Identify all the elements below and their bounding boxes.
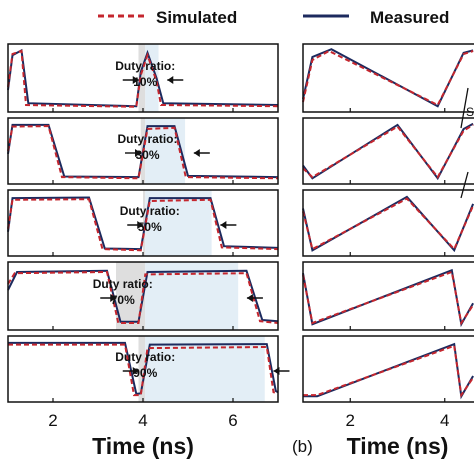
simulated-series-line [302, 197, 474, 251]
annotation-text: Duty ratio: [120, 204, 180, 218]
subplot-5: Duty ratio: 90% [7, 335, 290, 403]
simulated-series-line [7, 198, 279, 252]
subplot-5 [302, 335, 474, 403]
shaded-low-region [138, 44, 146, 112]
legend: Simulated Measured [98, 8, 449, 27]
annotation-text: 30% [135, 148, 159, 162]
simulated-series-line [8, 343, 279, 397]
panel-b: 2 4 Time (ns) S [302, 43, 474, 459]
annotation-text: 50% [138, 220, 162, 234]
simulated-series-line [7, 125, 279, 180]
shaded-low-region [138, 336, 146, 402]
annotation-text: Duty ratio: [93, 277, 153, 291]
simulated-series-line [302, 49, 474, 107]
subplot-3: Duty ratio: 50% [7, 189, 279, 257]
subplot-3 [302, 189, 474, 257]
x-tick-label: 4 [138, 411, 147, 430]
subplot-2 [302, 117, 474, 185]
simulated-series-line [303, 344, 474, 398]
arrow-right-head [220, 221, 227, 229]
subplot-frame [302, 189, 474, 257]
panel-b-side-text: S [466, 105, 474, 119]
shaded-low-region [116, 262, 146, 330]
measured-series-line [7, 196, 279, 251]
x-tick-label: 4 [440, 411, 449, 430]
annotation-text: Duty ratio: [115, 350, 175, 364]
subplot-1: Duty ratio: 10% [7, 43, 279, 113]
x-axis-title: Time (ns) [92, 433, 194, 459]
simulated-series-line [7, 49, 279, 108]
x-tick-label: 6 [228, 411, 237, 430]
subplot-1 [302, 43, 474, 113]
simulated-series-line [302, 124, 474, 179]
x-axis-title: Time (ns) [347, 433, 449, 459]
arrow-left-head [137, 221, 144, 229]
panel-b-arrow-2 [460, 171, 469, 199]
panel-b-label: (b) [292, 437, 313, 456]
x-tick-label: 2 [346, 411, 355, 430]
panel-b-arrow [460, 87, 469, 129]
arrow-left-head [132, 367, 139, 375]
x-tick-label: 2 [48, 411, 57, 430]
subplot-frame [302, 261, 474, 331]
annotation-text: 70% [111, 293, 135, 307]
arrow-left-head [110, 294, 117, 302]
arrow-right-head [167, 76, 174, 84]
simulated-series-line [302, 270, 474, 326]
arrow-right-head [273, 367, 280, 375]
subplot-2: Duty ratio: 30% [7, 117, 279, 185]
simulated-series-line [7, 270, 279, 324]
legend-simulated-label: Simulated [156, 8, 237, 27]
subplot-4 [302, 261, 474, 331]
measured-series-line [302, 195, 474, 253]
subplot-frame [302, 117, 474, 185]
measured-series-line [302, 48, 474, 108]
panel-a: Duty ratio: 10% Duty ratio: 30% Duty ratio: 5… [7, 43, 290, 459]
arrow-right-head [246, 294, 253, 302]
annotation-text: Duty ratio: [118, 132, 178, 146]
arrow-right-head [193, 149, 200, 157]
subplot-4: Duty ratio: 70% [7, 261, 279, 331]
annotation-text: Duty ratio: [115, 59, 175, 73]
annotation-text: 90% [133, 366, 157, 380]
measured-series-line [7, 123, 279, 179]
legend-measured-label: Measured [370, 8, 449, 27]
arrow-left-head [132, 76, 139, 84]
subplot-frame [302, 43, 474, 113]
shaded-high-region [145, 336, 265, 402]
arrow-left-head [135, 149, 141, 157]
annotation-text: 10% [133, 75, 157, 89]
shaded-low-region [143, 190, 146, 256]
subplot-frame [302, 335, 474, 403]
